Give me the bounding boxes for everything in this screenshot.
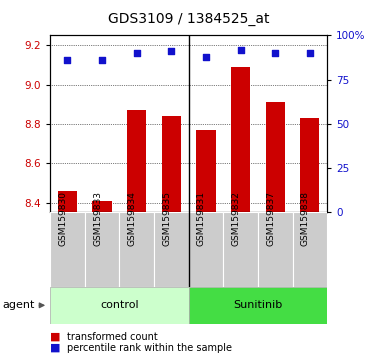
Point (203, 54, 209, 59)
Bar (293, 212, 327, 287)
Point (307, 50, 313, 56)
Point (99, 57, 105, 63)
Text: percentile rank within the sample: percentile rank within the sample (67, 343, 233, 353)
Text: ■: ■ (50, 343, 60, 353)
Bar (58, 191, 77, 212)
Text: GSM159833: GSM159833 (93, 191, 102, 246)
Point (64, 57, 70, 63)
Bar (162, 116, 181, 212)
Text: ■: ■ (50, 332, 60, 342)
Point (168, 48, 174, 54)
Text: GSM159838: GSM159838 (301, 191, 310, 246)
Bar (85, 212, 119, 287)
Bar (231, 67, 250, 212)
Bar (223, 212, 258, 287)
Bar (154, 212, 189, 287)
Bar (92, 201, 112, 212)
Bar (189, 287, 327, 324)
Point (238, 47, 244, 52)
Bar (50, 287, 189, 324)
Text: GSM159830: GSM159830 (59, 191, 67, 246)
Text: Sunitinib: Sunitinib (233, 300, 283, 310)
Bar (127, 110, 146, 212)
Text: control: control (100, 300, 139, 310)
Text: GSM159832: GSM159832 (232, 191, 241, 246)
Bar (50, 212, 85, 287)
Text: GSM159837: GSM159837 (266, 191, 275, 246)
Bar (300, 118, 320, 212)
Bar (196, 130, 216, 212)
Point (134, 50, 140, 56)
Text: transformed count: transformed count (67, 332, 158, 342)
Point (272, 50, 278, 56)
Text: GSM159831: GSM159831 (197, 191, 206, 246)
Text: GSM159835: GSM159835 (162, 191, 171, 246)
Bar (258, 212, 293, 287)
Bar (266, 102, 285, 212)
Bar (119, 212, 154, 287)
Bar (189, 212, 223, 287)
Text: GSM159834: GSM159834 (128, 191, 137, 246)
Text: GDS3109 / 1384525_at: GDS3109 / 1384525_at (108, 12, 270, 27)
Text: agent: agent (2, 300, 34, 310)
